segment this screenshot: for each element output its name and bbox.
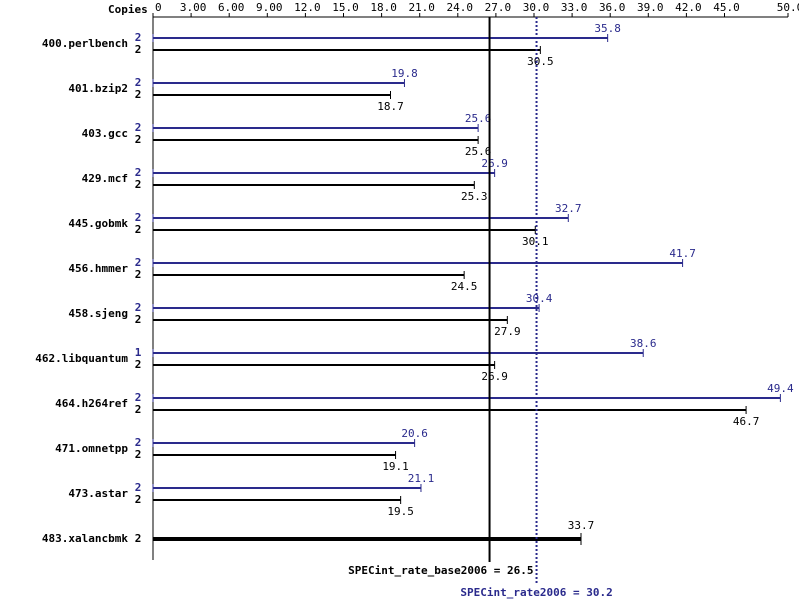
x-tick-label: 18.0 <box>370 1 397 14</box>
value-label: 25.3 <box>461 190 488 203</box>
value-label: 30.5 <box>527 55 554 68</box>
value-label: 35.8 <box>594 22 621 35</box>
x-tick-label: 42.0 <box>675 1 702 14</box>
benchmark-label: 464.h264ref <box>55 397 128 410</box>
copies-label: 2 <box>135 211 142 224</box>
copies-label: 2 <box>135 31 142 44</box>
value-label: 46.7 <box>733 415 760 428</box>
value-label: 24.5 <box>451 280 478 293</box>
x-tick-label: 50.0 <box>777 1 799 14</box>
copies-label: 2 <box>135 313 142 326</box>
value-label: 19.5 <box>387 505 414 518</box>
value-label: 49.4 <box>767 382 794 395</box>
copies-label: 2 <box>135 43 142 56</box>
copies-label: 2 <box>135 358 142 371</box>
value-label: 26.9 <box>481 370 508 383</box>
value-label: 30.1 <box>522 235 549 248</box>
copies-label: 2 <box>135 166 142 179</box>
copies-label: 2 <box>135 121 142 134</box>
copies-label: 2 <box>135 223 142 236</box>
value-label: 25.6 <box>465 112 492 125</box>
benchmark-label: 403.gcc <box>82 127 128 140</box>
x-tick-label: 21.0 <box>408 1 435 14</box>
benchmark-label: 473.astar <box>68 487 128 500</box>
value-label: 27.9 <box>494 325 521 338</box>
copies-label: 2 <box>135 493 142 506</box>
copies-label: 2 <box>135 481 142 494</box>
value-label: 25.6 <box>465 145 492 158</box>
copies-label: 2 <box>135 256 142 269</box>
base-summary-label: SPECint_rate_base2006 = 26.5 <box>348 564 533 577</box>
benchmark-label: 401.bzip2 <box>68 82 128 95</box>
x-tick-label: 3.00 <box>180 1 207 14</box>
copies-label: 2 <box>135 133 142 146</box>
x-tick-label: 36.0 <box>599 1 626 14</box>
value-label: 33.7 <box>568 519 595 532</box>
copies-label: 2 <box>135 268 142 281</box>
copies-label: 2 <box>135 88 142 101</box>
value-label: 41.7 <box>669 247 696 260</box>
x-tick-label: 12.0 <box>294 1 321 14</box>
copies-label: 2 <box>135 301 142 314</box>
value-label: 18.7 <box>377 100 404 113</box>
benchmark-label: 456.hmmer <box>68 262 128 275</box>
x-tick-label: 15.0 <box>332 1 359 14</box>
base-bar <box>153 537 581 541</box>
x-tick-label: 6.00 <box>218 1 245 14</box>
x-tick-label: 9.00 <box>256 1 283 14</box>
x-tick-label: 45.0 <box>713 1 740 14</box>
value-label: 21.1 <box>408 472 435 485</box>
benchmark-label: 462.libquantum <box>35 352 128 365</box>
x-tick-label: 27.0 <box>485 1 512 14</box>
copies-label: 2 <box>135 391 142 404</box>
benchmark-label: 429.mcf <box>82 172 128 185</box>
value-label: 20.6 <box>401 427 428 440</box>
axis-label: Copies <box>108 3 148 16</box>
x-tick-label: 24.0 <box>447 1 474 14</box>
copies-label: 2 <box>135 436 142 449</box>
copies-label: 1 <box>135 346 142 359</box>
x-tick-label: 0 <box>155 1 162 14</box>
benchmark-label: 483.xalancbmk <box>42 532 128 545</box>
value-label: 19.1 <box>382 460 409 473</box>
benchmark-label: 400.perlbench <box>42 37 128 50</box>
copies-label: 2 <box>135 532 142 545</box>
x-tick-label: 39.0 <box>637 1 664 14</box>
value-label: 38.6 <box>630 337 657 350</box>
x-tick-label: 30.0 <box>523 1 550 14</box>
copies-label: 2 <box>135 178 142 191</box>
copies-label: 2 <box>135 76 142 89</box>
value-label: 26.9 <box>481 157 508 170</box>
benchmark-label: 458.sjeng <box>68 307 128 320</box>
copies-label: 2 <box>135 448 142 461</box>
value-label: 30.4 <box>526 292 553 305</box>
peak-summary-label: SPECint_rate2006 = 30.2 <box>460 586 612 599</box>
copies-label: 2 <box>135 403 142 416</box>
value-label: 32.7 <box>555 202 582 215</box>
benchmark-label: 471.omnetpp <box>55 442 128 455</box>
benchmark-label: 445.gobmk <box>68 217 128 230</box>
value-label: 19.8 <box>391 67 418 80</box>
x-tick-label: 33.0 <box>561 1 588 14</box>
